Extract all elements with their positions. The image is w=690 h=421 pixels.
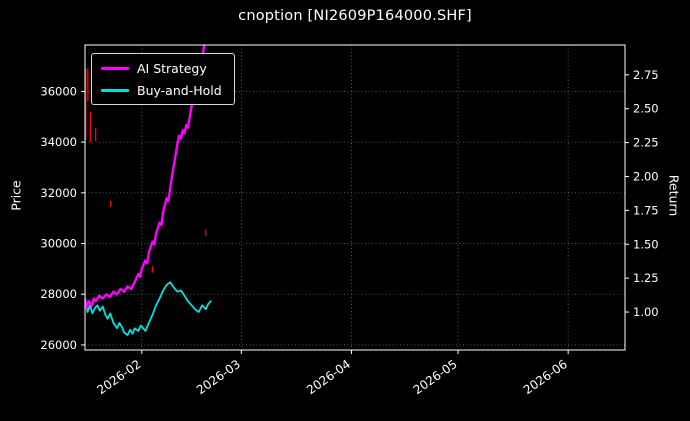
legend: AI Strategy Buy-and-Hold [91, 53, 235, 105]
left-tick-label: 36000 [40, 84, 77, 98]
x-tick-label: 2026-05 [411, 357, 460, 397]
right-tick-label: 1.75 [633, 203, 659, 217]
buy-and-hold-line-swatch [101, 88, 129, 92]
x-tick-label: 2026-06 [521, 357, 570, 397]
chart-title: cnoption [NI2609P164000.SHF] [238, 8, 472, 24]
legend-item-buy-and-hold: Buy-and-Hold [101, 81, 222, 99]
right-tick-label: 2.25 [633, 136, 659, 150]
legend-item-ai-strategy: AI Strategy [101, 59, 222, 77]
buy-and-hold-series-line [85, 281, 212, 337]
right-tick-label: 1.50 [633, 237, 659, 251]
right-tick-label: 2.75 [633, 68, 659, 82]
legend-label-ai-strategy: AI Strategy [137, 60, 207, 76]
ai-strategy-series-line [85, 45, 206, 310]
x-tick-label: 2026-04 [304, 357, 353, 397]
x-tick-label: 2026-02 [94, 357, 143, 397]
left-tick-label: 34000 [40, 135, 77, 149]
series-group [85, 45, 212, 337]
ai-strategy-line-swatch [101, 66, 129, 70]
left-tick-label: 32000 [40, 186, 77, 200]
legend-label-buy-and-hold: Buy-and-Hold [137, 82, 222, 98]
x-tick-label: 2026-03 [194, 357, 243, 397]
left-tick-label: 26000 [40, 338, 77, 352]
plot-border [84, 44, 626, 351]
left-tick-label: 30000 [40, 237, 77, 251]
left-tick-label: 28000 [40, 287, 77, 301]
right-tick-label: 1.25 [633, 271, 659, 285]
right-tick-label: 2.50 [633, 102, 659, 116]
right-tick-label: 1.00 [633, 305, 659, 319]
right-tick-label: 2.00 [633, 169, 659, 183]
